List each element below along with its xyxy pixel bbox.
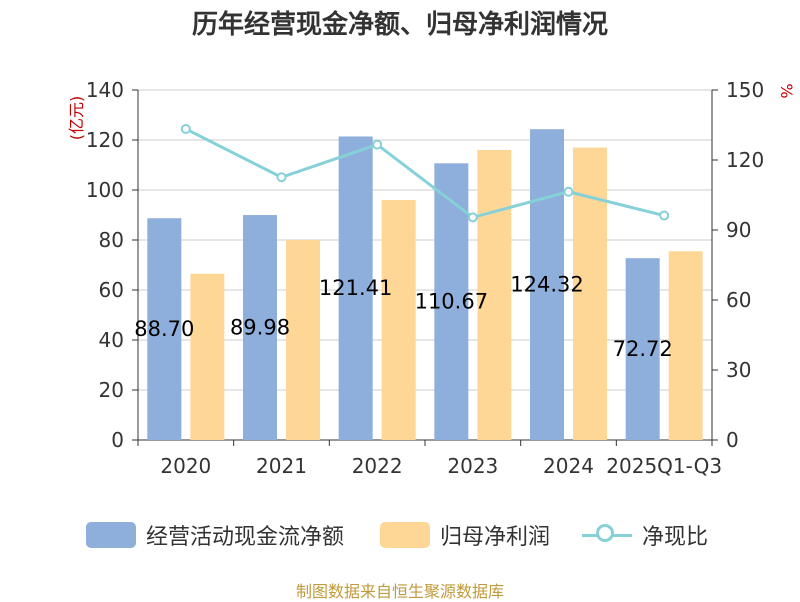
- legend-item-net-profit[interactable]: 归母净利润: [380, 515, 550, 555]
- right-axis-tick-label: 120: [726, 148, 764, 172]
- data-label-cash-flow: 72.72: [613, 337, 673, 361]
- point-ratio: [467, 212, 478, 223]
- x-axis-category-label: 2025Q1-Q3: [606, 454, 722, 478]
- x-axis-category-label: 2022: [352, 454, 403, 478]
- legend-swatch-net-profit: [380, 522, 430, 548]
- x-axis-category-label: 2024: [543, 454, 594, 478]
- chart-title: 历年经营现金净额、归母净利润情况: [191, 10, 608, 40]
- bar-net-profit: [286, 240, 320, 440]
- left-axis-tick-label: 80: [99, 228, 124, 252]
- x-axis-category-label: 2023: [447, 454, 498, 478]
- left-axis-tick-label: 0: [111, 428, 124, 452]
- left-axis-tick-label: 100: [86, 178, 124, 202]
- legend-label-cash-flow: 经营活动现金流净额: [146, 525, 345, 550]
- bar-cash-flow: [338, 136, 373, 440]
- data-label-cash-flow: 89.98: [230, 316, 290, 340]
- bar-cash-flow: [625, 258, 660, 440]
- data-label-cash-flow: 88.70: [134, 317, 194, 341]
- bar-net-profit: [668, 251, 703, 440]
- right-axis-tick-label: 150: [726, 78, 764, 102]
- right-axis-tick-label: 0: [726, 428, 739, 452]
- left-axis-tick-label: 40: [99, 328, 124, 352]
- right-axis-unit-label: %: [777, 83, 796, 98]
- point-ratio: [372, 139, 383, 150]
- point-ratio: [659, 210, 670, 221]
- bar-net-profit: [381, 200, 416, 440]
- right-axis-tick-label: 60: [726, 288, 751, 312]
- legend-label-net-profit: 归母净利润: [440, 525, 551, 550]
- x-axis-category-label: 2021: [256, 454, 307, 478]
- point-ratio: [563, 186, 574, 197]
- source-note: 制图数据来自恒生聚源数据库: [295, 582, 504, 601]
- right-axis-tick-label: 30: [726, 358, 751, 382]
- data-label-cash-flow: 110.67: [415, 290, 488, 314]
- left-axis-tick-label: 120: [86, 128, 124, 152]
- left-axis-tick-label: 60: [99, 278, 124, 302]
- bar-net-profit: [477, 150, 512, 440]
- left-axis-tick-label: 20: [99, 378, 124, 402]
- data-label-cash-flow: 124.32: [510, 273, 583, 297]
- legend-label-ratio: 净现比: [642, 525, 709, 550]
- legend-item-ratio[interactable]: 净现比: [582, 515, 708, 555]
- point-ratio: [276, 172, 287, 183]
- legend-swatch-cash-flow: [86, 522, 136, 548]
- bar-net-profit: [190, 273, 225, 440]
- bar-cash-flow: [530, 129, 564, 440]
- left-axis-tick-label: 140: [86, 78, 124, 102]
- legend-line-symbol-ratio: [582, 522, 632, 548]
- right-axis-tick-label: 90: [726, 218, 751, 242]
- bar-cash-flow: [147, 218, 182, 440]
- left-axis-unit-label: (亿元): [67, 96, 86, 141]
- x-axis-category-label: 2020: [160, 454, 211, 478]
- data-label-cash-flow: 121.41: [319, 276, 392, 300]
- line-ratio: [185, 127, 665, 220]
- legend-item-cash-flow[interactable]: 经营活动现金流净额: [86, 515, 344, 555]
- bar-cash-flow: [243, 215, 277, 440]
- legend: 经营活动现金流净额 归母净利润 净现比: [0, 515, 800, 555]
- point-ratio: [180, 123, 191, 134]
